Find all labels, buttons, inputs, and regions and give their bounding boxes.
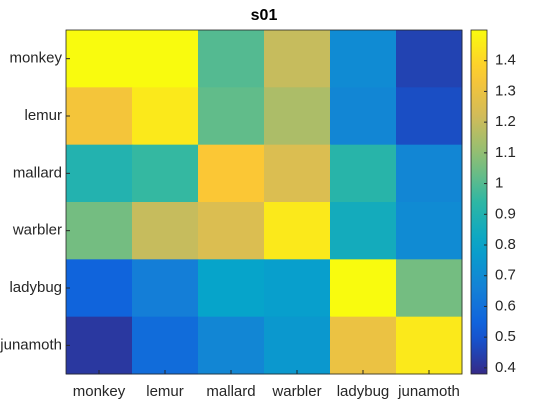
heatmap-cell [330, 202, 397, 260]
x-tick-label: lemur [146, 383, 184, 400]
heatmap-cell [198, 316, 265, 375]
colorbar-tick-label: 1.4 [495, 52, 516, 69]
heatmap-cell [396, 259, 463, 318]
heatmap-cell [198, 30, 265, 88]
x-tick-label: monkey [73, 383, 126, 400]
heatmap-cell [396, 30, 463, 88]
heatmap-cell [264, 316, 331, 375]
colorbar-tick-label: 1.2 [495, 113, 516, 130]
heatmap-cell [198, 144, 265, 203]
heatmap-cell [132, 30, 199, 88]
y-tick-label: warbler [12, 222, 62, 239]
colorbar-tick-label: 0.9 [495, 205, 516, 222]
colorbar-tick-label: 1 [495, 175, 503, 192]
heatmap-cell [264, 259, 331, 318]
y-tick-label: lemur [24, 107, 62, 124]
heatmap-cell [66, 259, 133, 318]
heatmap-cell [264, 30, 331, 88]
heatmap-cell [330, 30, 397, 88]
heatmap-cell [132, 144, 199, 203]
x-tick-label: junamoth [397, 383, 460, 400]
colorbar-tick-label: 0.7 [495, 267, 516, 284]
colorbar [470, 29, 488, 375]
heatmap-cell [396, 316, 463, 375]
heatmap-cell [66, 30, 133, 88]
heatmap-cell [66, 316, 133, 375]
heatmap-cell [330, 87, 397, 146]
heatmap-cell [132, 87, 199, 146]
x-tick-label: warbler [271, 383, 321, 400]
heatmap-cell [396, 202, 463, 260]
heatmap-cell [132, 202, 199, 260]
colorbar-tick-label: 1.3 [495, 82, 516, 99]
heatmap-cell [66, 144, 133, 203]
heatmap-cell [66, 87, 133, 146]
chart-title: s01 [251, 7, 278, 24]
colorbar-tick-label: 0.8 [495, 236, 516, 253]
heatmap-cell [132, 316, 199, 375]
x-tick-label: ladybug [337, 383, 390, 400]
heatmap-cell [264, 144, 331, 203]
heatmap-cell [198, 87, 265, 146]
colorbar-tick-label: 0.4 [495, 359, 516, 376]
x-tick-label: mallard [206, 383, 255, 400]
y-tick-label: monkey [9, 50, 62, 67]
heatmap-cell [198, 259, 265, 318]
heatmap-cell [330, 144, 397, 203]
heatmap-cell [330, 316, 397, 375]
colorbar-tick-label: 1.1 [495, 144, 516, 161]
heatmap-cell [396, 87, 463, 146]
y-tick-label: mallard [13, 164, 62, 181]
heatmap-cell [330, 259, 397, 318]
heatmap-cell [264, 87, 331, 146]
heatmap-cell [396, 144, 463, 203]
colorbar-tick-label: 0.6 [495, 297, 516, 314]
colorbar-tick-label: 0.5 [495, 328, 516, 345]
y-tick-label: junamoth [0, 336, 62, 353]
heatmap-cell [66, 202, 133, 260]
heatmap-cell [198, 202, 265, 260]
y-tick-label: ladybug [9, 279, 62, 296]
axes-box [65, 29, 463, 375]
heatmap-cell [132, 259, 199, 318]
heatmap-cell [264, 202, 331, 260]
